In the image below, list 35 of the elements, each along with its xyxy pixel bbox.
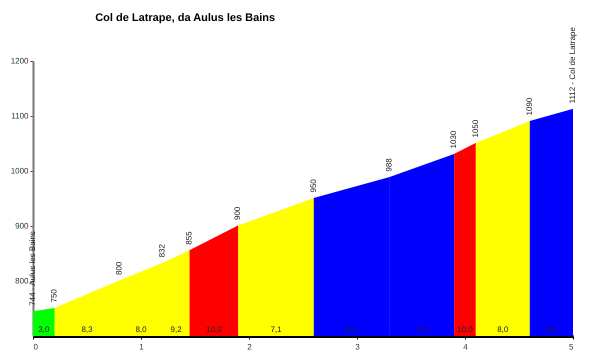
annotation: 5,5 bbox=[546, 325, 558, 334]
annotation: 8,0 bbox=[135, 325, 148, 334]
annotation: 855 bbox=[184, 230, 194, 245]
x-tick-label: 3 bbox=[355, 342, 360, 352]
annotation: 7,0 bbox=[416, 325, 428, 334]
y-tick-label: 800 bbox=[15, 276, 30, 286]
annotation: 988 bbox=[384, 158, 394, 172]
annotation: 5,4 bbox=[346, 325, 358, 334]
annotation: 9,2 bbox=[170, 325, 182, 334]
annotation: 900 bbox=[233, 206, 242, 220]
x-tick-label: 2 bbox=[247, 342, 252, 352]
annotation: 1030 bbox=[449, 130, 458, 148]
annotation: 8,3 bbox=[81, 325, 94, 334]
annotation: 10,0 bbox=[457, 325, 474, 334]
annotation: 1050 bbox=[470, 119, 480, 138]
annotation: 10,0 bbox=[206, 325, 222, 334]
annotation: 3,0 bbox=[38, 325, 50, 334]
y-tick-label: 1000 bbox=[10, 166, 30, 176]
annotation: 800 bbox=[114, 261, 124, 275]
x-tick-label: 0 bbox=[34, 342, 38, 352]
y-tick-label: 900 bbox=[15, 222, 30, 230]
annotation: 1112 - Col de Latrape bbox=[568, 26, 577, 104]
annotation: 744 - Aulus les Bains bbox=[28, 231, 37, 306]
annotation: 950 bbox=[308, 178, 318, 192]
y-tick-label: 1100 bbox=[11, 112, 30, 120]
annotation: 832 bbox=[158, 244, 167, 258]
y-tick-label: 1200 bbox=[10, 56, 30, 66]
annotation: 750 bbox=[50, 288, 59, 302]
annotation: 7,1 bbox=[270, 325, 282, 334]
x-tick-label: 4 bbox=[463, 342, 468, 352]
annotation: 1090 bbox=[524, 97, 534, 116]
chart-title: Col de Latrape, da Aulus les Bains bbox=[95, 12, 276, 24]
x-tick-label: 1 bbox=[139, 342, 144, 352]
x-tick-label: 5 bbox=[569, 342, 574, 352]
annotation: 8,0 bbox=[497, 325, 509, 334]
